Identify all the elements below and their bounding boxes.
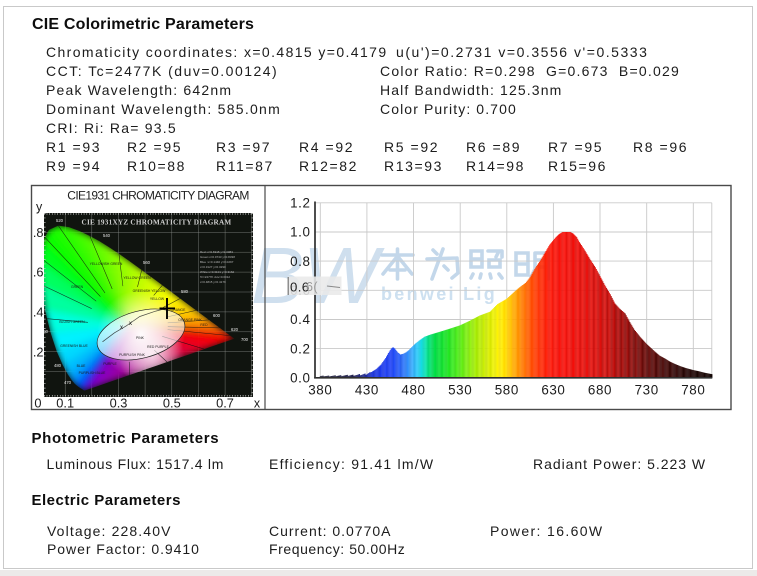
svg-text:PURPLISH BLUE: PURPLISH BLUE	[79, 371, 106, 375]
svg-text:CIE 1931XYZ CHROMATICITY DIAGR: CIE 1931XYZ CHROMATICITY DIAGRAM	[82, 219, 232, 227]
svg-text:.6: .6	[33, 265, 44, 280]
svg-text:GREEN: GREEN	[71, 285, 84, 289]
svg-text:YELLOWISH GREEN: YELLOWISH GREEN	[90, 262, 123, 266]
svg-text:Green:x=0.0743 y=0.8338: Green:x=0.0743 y=0.8338	[200, 255, 235, 259]
svg-text:x: x	[129, 321, 132, 327]
svg-text:GREENISH YELLOW: GREENISH YELLOW	[133, 289, 167, 293]
svg-text:RED PURPLE: RED PURPLE	[147, 345, 169, 349]
svg-text:BLUE: BLUE	[77, 364, 87, 368]
svg-text:x: x	[120, 325, 123, 331]
svg-text:Blue :x=0.1440 y=0.0297: Blue :x=0.1440 y=0.0297	[200, 260, 234, 264]
svg-text:PURPLE: PURPLE	[103, 362, 117, 366]
svg-text:.8: .8	[33, 225, 44, 240]
svg-text:430: 430	[355, 383, 379, 398]
svg-text:BW: BW	[251, 231, 385, 320]
svg-text:BLUISH GREEN: BLUISH GREEN	[59, 320, 85, 324]
svg-text:0.8: 0.8	[290, 254, 310, 269]
svg-text:0.3: 0.3	[110, 396, 128, 411]
svg-text:540: 540	[103, 233, 111, 238]
svg-text:YELLOW GREEN: YELLOW GREEN	[123, 276, 151, 280]
svg-text:YELLOW: YELLOW	[150, 297, 165, 301]
svg-text:.4: .4	[33, 305, 44, 320]
svg-text:480: 480	[54, 363, 62, 368]
svg-text:PINK: PINK	[136, 336, 145, 340]
svg-text:560: 560	[143, 260, 151, 265]
svg-text:y: y	[36, 200, 43, 214]
svg-text:630: 630	[541, 383, 565, 398]
svg-text:680: 680	[588, 383, 612, 398]
svg-text:0.4: 0.4	[290, 312, 310, 327]
svg-text:.2: .2	[33, 344, 44, 359]
svg-text:730: 730	[635, 383, 659, 398]
svg-text:1.0: 1.0	[290, 225, 310, 240]
svg-text:0: 0	[34, 396, 41, 411]
svg-text:x: x	[254, 397, 261, 411]
svg-text:530: 530	[448, 383, 472, 398]
svg-text:1.2: 1.2	[290, 196, 310, 211]
svg-text:White:x=0.3101 y=0.3162: White:x=0.3101 y=0.3162	[200, 270, 235, 274]
svg-text:x=0.4815 y=0.4179: x=0.4815 y=0.4179	[200, 280, 226, 284]
svg-text:780: 780	[681, 383, 705, 398]
svg-text:470: 470	[64, 380, 72, 385]
svg-text:PURPLISH PINK: PURPLISH PINK	[119, 353, 146, 357]
svg-text:490: 490	[41, 329, 49, 334]
svg-text:6(: 6(	[306, 280, 318, 294]
svg-text:0.0: 0.0	[290, 371, 310, 386]
svg-text:ORANGE PINK: ORANGE PINK	[178, 318, 202, 322]
svg-text:x=0.3127 y=0.3290: x=0.3127 y=0.3290	[200, 265, 226, 269]
svg-text:RED: RED	[200, 323, 208, 327]
svg-text:Red :x=0.6915 y=0.3083: Red :x=0.6915 y=0.3083	[200, 250, 233, 254]
svg-text:ORANGE: ORANGE	[171, 308, 186, 312]
svg-text:520: 520	[56, 218, 64, 223]
svg-text:700: 700	[241, 337, 249, 342]
svg-text:0.5: 0.5	[163, 396, 181, 411]
svg-text:380: 380	[308, 383, 332, 398]
svg-text:580: 580	[181, 289, 189, 294]
svg-text:GREENISH BLUE: GREENISH BLUE	[60, 344, 88, 348]
svg-text:580: 580	[495, 383, 519, 398]
svg-text:600: 600	[213, 313, 221, 318]
svg-text:benwei Lig: benwei Lig	[381, 284, 497, 304]
svg-text:0.2: 0.2	[290, 341, 310, 356]
svg-text:0.6: 0.6	[290, 280, 310, 295]
svg-text:0.1: 0.1	[56, 396, 74, 411]
svg-text:0.7: 0.7	[216, 396, 234, 411]
svg-text:480: 480	[401, 383, 425, 398]
svg-text:620: 620	[231, 327, 239, 332]
svg-text:CIE1931 CHROMATICITY DIAGRAM: CIE1931 CHROMATICITY DIAGRAM	[67, 189, 249, 203]
svg-text:Tc=2477K duv=0.0012: Tc=2477K duv=0.0012	[200, 275, 230, 279]
